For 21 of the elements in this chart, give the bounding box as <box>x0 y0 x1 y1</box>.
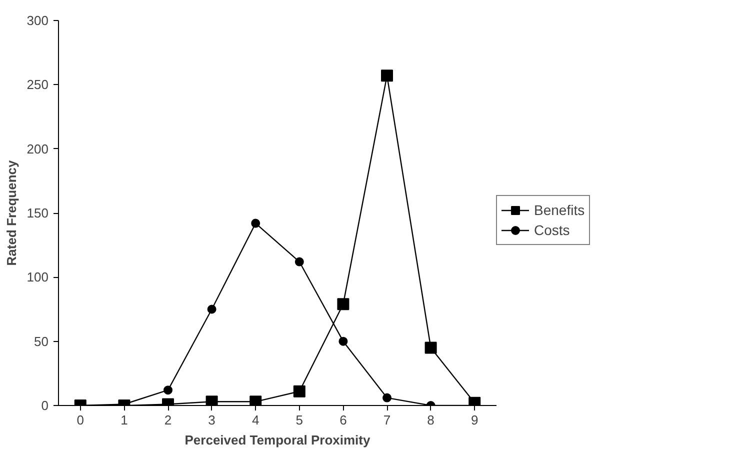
legend-label: Costs <box>534 222 570 238</box>
x-tick-label: 4 <box>252 412 260 428</box>
x-tick-label: 9 <box>470 412 478 428</box>
y-tick-label: 300 <box>26 13 49 28</box>
x-tick-label: 1 <box>120 412 128 428</box>
x-tick-label: 8 <box>427 412 434 428</box>
x-tick-label: 2 <box>164 412 172 428</box>
y-tick-label: 50 <box>34 334 49 349</box>
y-tick-label: 0 <box>41 398 49 413</box>
x-tick-label: 5 <box>296 412 304 428</box>
y-tick-label: 150 <box>26 206 49 220</box>
x-tick-label: 3 <box>208 412 216 428</box>
y-tick-label: 250 <box>26 77 49 92</box>
y-tick-label: 100 <box>26 270 49 285</box>
legend-label: Benefits <box>534 202 585 218</box>
x-tick-label: 7 <box>383 412 391 428</box>
x-tick-label: 0 <box>76 412 84 428</box>
x-axis-title: Perceived Temporal Proximity <box>184 432 371 448</box>
y-axis-title: Rated Frequency <box>4 159 19 266</box>
y-tick-label: 200 <box>26 141 49 156</box>
x-tick-label: 6 <box>340 412 347 428</box>
